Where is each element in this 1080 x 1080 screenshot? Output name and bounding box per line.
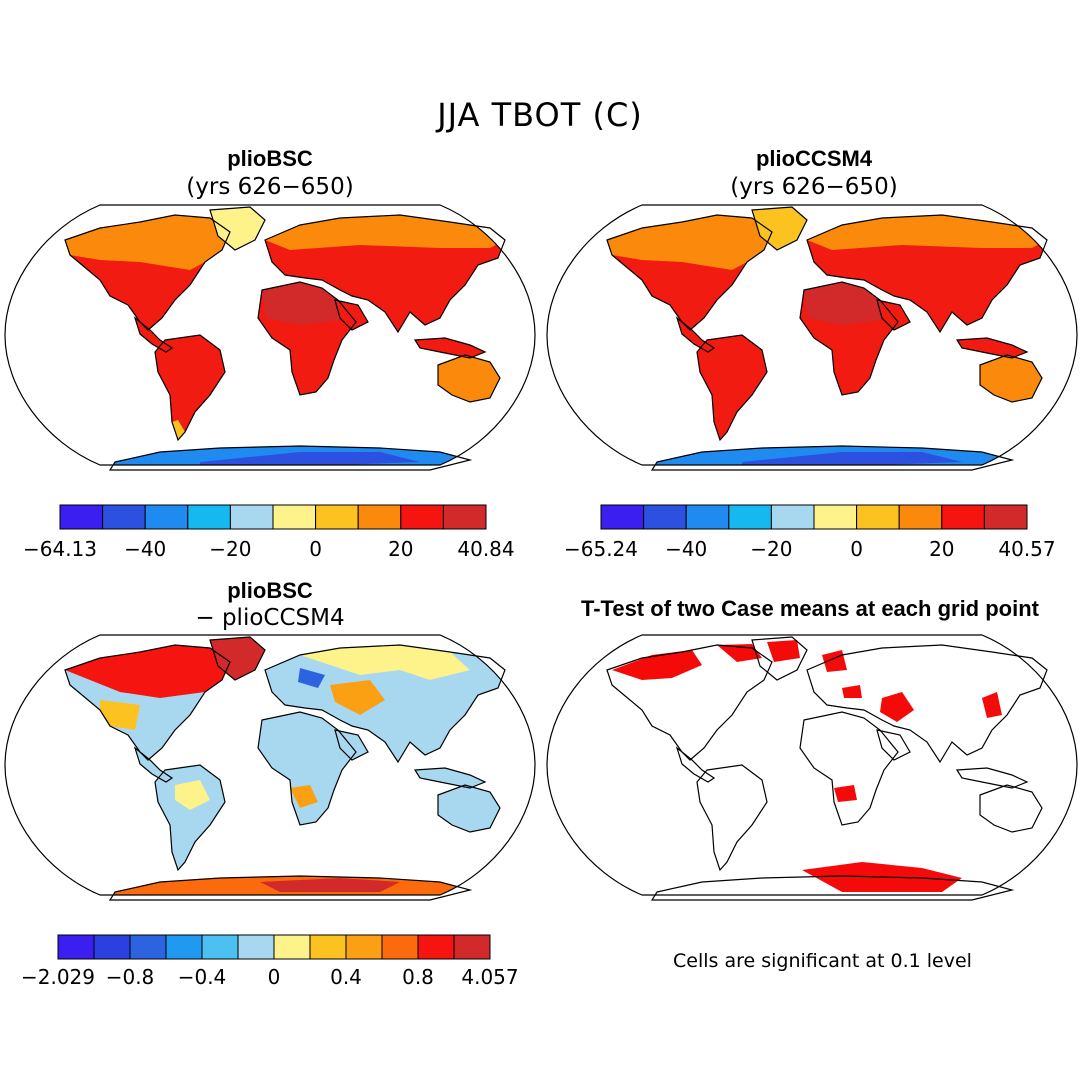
colorbar-tick-label: 0.4 [330, 965, 362, 989]
colorbar-tick-label: −64.13 [22, 537, 98, 561]
colorbar-swatch [59, 504, 104, 530]
colorbar-swatch [357, 504, 402, 530]
colorbar-tick-label: 0 [267, 965, 281, 989]
colorbar-swatch [643, 504, 687, 530]
colorbar-swatch [273, 934, 311, 960]
colorbar-swatch [315, 504, 359, 530]
map-panel-1 [4, 204, 536, 471]
panel-4-title: T-Test of two Case means at each grid po… [580, 596, 1039, 621]
colorbar-1 [59, 504, 487, 530]
colorbar-swatch [345, 934, 383, 960]
map-panel-4 [546, 634, 1078, 901]
colorbar-swatch [453, 934, 491, 960]
colorbar-swatch [201, 934, 239, 960]
colorbar-swatch [442, 504, 487, 530]
colorbar-swatch [309, 934, 347, 960]
colorbar-swatch [229, 504, 274, 530]
panel-3-subtitle: − plioCCSM4 [195, 605, 345, 631]
colorbar-tick-label: −0.8 [105, 965, 155, 989]
colorbar-tick-label: 0.8 [402, 965, 434, 989]
colorbar-tick-label: 0 [850, 537, 863, 561]
panel-1-subtitle: (yrs 626−650) [186, 174, 354, 200]
colorbar-swatch [728, 504, 772, 530]
colorbar-swatch [165, 934, 203, 960]
colorbar-tick-label: 40.84 [457, 537, 515, 561]
colorbar-swatch [685, 504, 730, 530]
map-panel-3 [4, 634, 536, 901]
colorbar-swatch [144, 504, 189, 530]
figure-title: JJA TBOT (C) [437, 96, 643, 134]
colorbar-swatch [237, 934, 275, 960]
colorbar-swatch [983, 504, 1028, 530]
colorbar-swatch [417, 934, 455, 960]
colorbar-tick-label: −20 [750, 537, 793, 561]
colorbar-tick-label: 0 [309, 537, 322, 561]
panel-2-subtitle: (yrs 626−650) [730, 174, 898, 200]
colorbar-swatch [813, 504, 858, 530]
colorbar-swatch [57, 934, 95, 960]
colorbar-tick-label: 40.57 [998, 537, 1056, 561]
colorbar-swatch [898, 504, 943, 530]
panel-2-title: plioCCSM4 [755, 146, 873, 171]
colorbar-swatch [93, 934, 131, 960]
colorbar-2 [600, 504, 1028, 530]
colorbar-swatch [770, 504, 815, 530]
colorbar-swatch [129, 934, 167, 960]
significance-note: Cells are significant at 0.1 level [673, 950, 972, 972]
colorbar-swatch [600, 504, 645, 530]
colorbar-tick-label: 20 [388, 537, 414, 561]
colorbar-tick-label: −20 [209, 537, 252, 561]
colorbar-swatch [272, 504, 317, 530]
colorbar-tick-label: 4.057 [461, 965, 519, 989]
colorbar-tick-label: −40 [665, 537, 708, 561]
colorbar-tick-label: −0.4 [177, 965, 227, 989]
colorbar-swatch [187, 504, 231, 530]
colorbar-swatch [400, 504, 444, 530]
map-panel-2 [546, 204, 1078, 471]
colorbar-tick-label: −40 [124, 537, 167, 561]
colorbar-tick-label: −65.24 [563, 537, 639, 561]
colorbar-swatch [856, 504, 900, 530]
colorbar-3 [57, 934, 491, 960]
panel-1-title: plioBSC [227, 146, 313, 171]
colorbar-tick-label: 20 [929, 537, 955, 561]
colorbar-swatch [381, 934, 419, 960]
colorbar-swatch [941, 504, 985, 530]
panel-3-title: plioBSC [227, 578, 313, 603]
colorbar-swatch [102, 504, 146, 530]
colorbar-tick-label: −2.029 [20, 965, 96, 989]
